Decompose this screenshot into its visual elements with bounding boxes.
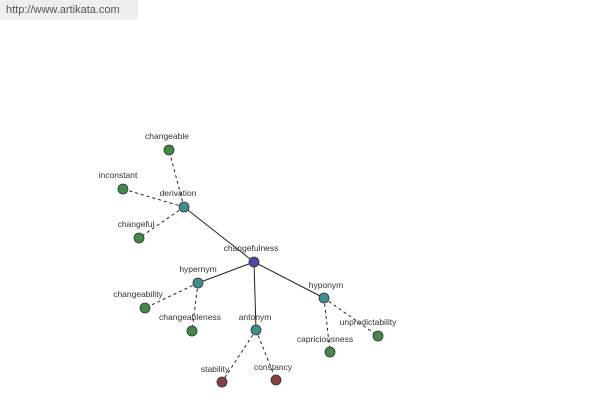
node-label: changeful <box>118 219 155 229</box>
node[interactable] <box>163 144 175 156</box>
node-label: inconstant <box>99 170 138 180</box>
node[interactable] <box>192 277 204 289</box>
relation-edge <box>197 261 255 284</box>
relation-edge <box>253 261 325 299</box>
node-label: changeableness <box>159 312 221 322</box>
node[interactable] <box>324 346 336 358</box>
node[interactable] <box>133 232 145 244</box>
word-edge <box>221 329 257 383</box>
node[interactable] <box>248 256 260 268</box>
node[interactable] <box>178 201 190 213</box>
word-edge <box>122 188 185 208</box>
node[interactable] <box>372 330 384 342</box>
node[interactable] <box>216 376 228 388</box>
node-label: constancy <box>254 362 293 372</box>
node-label: unpredictability <box>340 317 397 327</box>
word-edge <box>144 282 199 309</box>
node-label: antonym <box>239 312 272 322</box>
node-label: changeability <box>113 289 163 299</box>
node-label: derivation <box>160 188 197 198</box>
node[interactable] <box>250 324 262 336</box>
node[interactable] <box>117 183 129 195</box>
word-edge <box>323 297 379 337</box>
node[interactable] <box>270 374 282 386</box>
node[interactable] <box>318 292 330 304</box>
node-label: hypernym <box>179 264 216 274</box>
node-label: capriciousness <box>297 334 353 344</box>
node-label: hyponym <box>309 280 344 290</box>
node-label: stability <box>201 364 230 374</box>
word-edge <box>255 329 277 381</box>
site-url[interactable]: http://www.artikata.com <box>0 0 138 20</box>
word-edge <box>168 149 185 208</box>
node[interactable] <box>186 325 198 337</box>
relation-edge <box>183 206 255 263</box>
word-edge <box>191 282 199 332</box>
relation-edge <box>253 261 257 331</box>
node[interactable] <box>139 302 151 314</box>
node-label: changeable <box>145 131 189 141</box>
node-label: changefulness <box>224 243 279 253</box>
